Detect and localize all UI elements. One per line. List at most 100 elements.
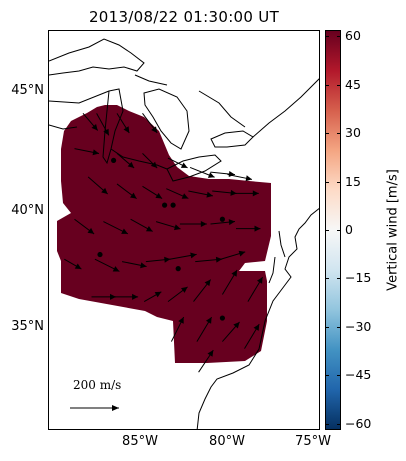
wind-vector-layer	[64, 113, 264, 373]
wind-vector	[169, 252, 197, 260]
wind-vector	[222, 321, 240, 342]
wind-vector	[244, 323, 260, 349]
colorbar-tick-mark	[325, 84, 329, 86]
wind-vector	[143, 291, 162, 303]
wind-vector	[179, 220, 207, 227]
wind-vector	[130, 218, 153, 232]
map-canvas: 200 m/s	[49, 38, 319, 429]
station-layer	[97, 157, 225, 321]
wind-vector	[64, 258, 82, 270]
lat-label-40: 40°N	[11, 203, 44, 218]
wind-vector	[122, 261, 147, 269]
wind-vector	[94, 258, 120, 272]
colorbar-tick-mark	[325, 423, 329, 425]
wind-vector	[220, 250, 246, 260]
colorbar-tick-label: 45	[345, 76, 361, 92]
lake-superior-outline	[49, 38, 145, 76]
station-marker	[111, 157, 117, 164]
colorbar-tick-label: −15	[345, 270, 372, 286]
wind-vector	[247, 276, 264, 302]
wind-vector	[196, 316, 213, 342]
coastlines	[49, 38, 319, 429]
wind-vector	[74, 148, 100, 156]
wind-vector	[210, 171, 236, 178]
wind-vector	[96, 113, 110, 136]
colorbar-tick-label: −30	[345, 318, 372, 334]
colorbar-tick-mark	[337, 84, 341, 86]
wind-vector	[142, 113, 158, 134]
station-marker	[219, 315, 225, 321]
scale-arrow	[70, 405, 119, 411]
wind-vector	[210, 219, 236, 226]
colorbar-tick-mark	[337, 278, 341, 280]
station-marker	[175, 266, 181, 272]
wind-vector	[142, 152, 158, 169]
colorbar-tick-mark	[337, 423, 341, 425]
colorbar-tick-label: 15	[345, 173, 361, 189]
wind-vector	[193, 279, 212, 302]
wind-vector	[167, 286, 188, 302]
colorbar-tick-mark	[337, 133, 341, 135]
wind-vector	[155, 221, 181, 231]
wind-vector	[142, 185, 163, 199]
colorbar-tick-mark	[325, 326, 329, 328]
station-marker	[162, 202, 168, 208]
colorbar-tick-label: 0	[345, 222, 353, 237]
lake-michigan-outline	[102, 88, 124, 165]
map-title: 2013/08/22 01:30:00 UT	[88, 8, 280, 26]
colorbar-tick-mark	[337, 375, 341, 377]
wind-vector	[212, 189, 237, 196]
wind-vector	[116, 183, 137, 200]
colorbar-tick-label: −60	[345, 415, 372, 431]
colorbar-tick-mark	[337, 181, 341, 183]
colorbar-tick-label: 60	[345, 28, 361, 44]
wind-vector	[82, 113, 99, 131]
wind-vector	[167, 157, 188, 169]
colorbar-tick-mark	[325, 375, 329, 377]
lake-ontario-outline	[210, 130, 254, 148]
colorbar-tick-label: −45	[345, 367, 372, 383]
lon-label-80: 80°W	[209, 434, 245, 449]
wind-vector	[166, 188, 189, 199]
wind-vector	[113, 293, 139, 300]
colorbar-tick-mark	[337, 36, 341, 38]
lake-erie-outline	[166, 154, 222, 182]
atlantic-coast	[196, 207, 319, 429]
lat-label-35: 35°N	[11, 319, 44, 334]
wind-vector	[195, 256, 223, 263]
lon-label-75: 75°W	[295, 434, 331, 449]
wind-vector	[116, 152, 135, 169]
colorbar-tick-mark	[337, 326, 341, 328]
colorbar-tick-mark	[325, 278, 329, 280]
chesapeake-outline	[268, 230, 286, 284]
colorbar-tick-mark	[337, 230, 341, 231]
wind-vector	[188, 190, 213, 198]
colorbar-tick-mark	[325, 230, 329, 231]
wind-vector	[198, 349, 214, 373]
wind-vector	[145, 256, 171, 263]
scale-label: 200 m/s	[73, 378, 121, 392]
wind-vector	[103, 221, 129, 235]
wind-vector	[189, 167, 215, 178]
wind-vector	[236, 225, 261, 232]
station-marker	[97, 251, 103, 258]
wind-vector	[227, 174, 253, 182]
wind-vector	[91, 293, 116, 300]
station-marker	[170, 202, 176, 208]
wind-vector	[74, 218, 95, 235]
colorbar-tick-mark	[325, 36, 329, 38]
land-fill-interior	[49, 74, 168, 130]
lat-label-45: 45°N	[11, 83, 44, 98]
st-lawrence-outline	[252, 78, 319, 138]
colorbar-tick-label: 30	[345, 125, 361, 141]
colorbar-tick-mark	[325, 133, 329, 135]
map-panel: 200 m/s	[48, 30, 320, 430]
great-lakes-connector	[110, 148, 168, 170]
lake-huron-outline	[143, 88, 190, 150]
wind-vector	[234, 190, 259, 197]
colorbar-label: Vertical wind [m/s]	[385, 169, 401, 291]
wind-vector	[221, 269, 238, 295]
colorbar-tick-mark	[325, 181, 329, 183]
wind-vector	[87, 176, 109, 195]
wind-vector	[170, 316, 185, 342]
